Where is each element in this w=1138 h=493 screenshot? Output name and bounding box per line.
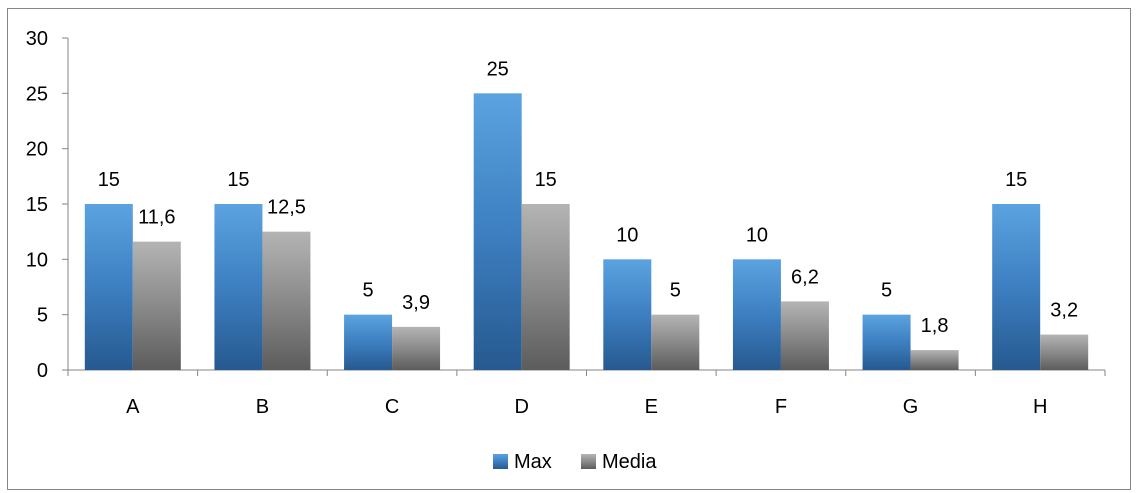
x-tick-label: E bbox=[645, 396, 658, 418]
y-tick-label: 20 bbox=[26, 139, 48, 161]
x-tick-label: G bbox=[903, 396, 919, 418]
legend-swatch-max bbox=[493, 454, 508, 469]
x-tick-label: B bbox=[256, 396, 269, 418]
data-label-max-c: 5 bbox=[363, 280, 374, 302]
y-tick-label: 25 bbox=[26, 83, 48, 105]
bar-media-g bbox=[910, 350, 959, 370]
bar-media-c bbox=[392, 326, 441, 370]
y-tick-label: 0 bbox=[37, 360, 48, 382]
data-label-max-d: 25 bbox=[487, 58, 509, 80]
data-labels: 15 15 5 25 10 10 5 15 11,6 12,5 3,9 15 5 6,2 1,8 3,2 bbox=[98, 58, 1078, 337]
bar-max-d bbox=[473, 93, 522, 370]
bar-max-e bbox=[603, 259, 652, 370]
bar-media-a bbox=[132, 241, 181, 370]
data-label-max-f: 10 bbox=[746, 224, 768, 246]
y-tick-label: 10 bbox=[26, 249, 48, 271]
x-tick-label: A bbox=[126, 396, 140, 418]
bar-media-f bbox=[780, 301, 829, 370]
bar-max-a bbox=[84, 204, 133, 370]
bar-media-e bbox=[651, 314, 700, 370]
bar-media-d bbox=[521, 204, 570, 370]
data-label-max-e: 10 bbox=[616, 224, 638, 246]
data-label-max-h: 15 bbox=[1005, 169, 1027, 191]
bar-media-h bbox=[1040, 334, 1089, 370]
data-label-max-a: 15 bbox=[98, 169, 120, 191]
data-label-media-e: 5 bbox=[670, 280, 681, 302]
data-label-media-b: 12,5 bbox=[267, 197, 306, 219]
data-label-media-h: 3,2 bbox=[1050, 300, 1078, 322]
legend-label-max: Max bbox=[514, 451, 552, 473]
legend-swatch-media bbox=[581, 454, 596, 469]
y-tick-label: 30 bbox=[26, 28, 48, 50]
bar-max-f bbox=[732, 259, 781, 370]
data-label-media-g: 1,8 bbox=[921, 315, 949, 337]
bar-max-c bbox=[344, 314, 393, 370]
data-label-media-d: 15 bbox=[535, 169, 557, 191]
x-tick-label: H bbox=[1033, 396, 1047, 418]
y-tick-label: 5 bbox=[37, 305, 48, 327]
bar-media-b bbox=[262, 231, 311, 370]
x-tick-label: D bbox=[514, 396, 528, 418]
legend-label-media: Media bbox=[602, 451, 657, 473]
data-label-max-g: 5 bbox=[881, 280, 892, 302]
data-label-media-c: 3,9 bbox=[402, 292, 430, 314]
data-label-max-b: 15 bbox=[227, 169, 249, 191]
legend: Max Media bbox=[493, 451, 657, 473]
data-label-media-f: 6,2 bbox=[791, 266, 819, 288]
bar-max-h bbox=[992, 204, 1041, 370]
data-label-media-a: 11,6 bbox=[138, 207, 175, 229]
y-tick-label: 15 bbox=[26, 194, 48, 216]
bars bbox=[84, 93, 1089, 370]
bar-max-b bbox=[214, 204, 263, 370]
x-tick-label: C bbox=[385, 396, 399, 418]
bar-max-g bbox=[862, 314, 911, 370]
x-tick-label: F bbox=[775, 396, 787, 418]
